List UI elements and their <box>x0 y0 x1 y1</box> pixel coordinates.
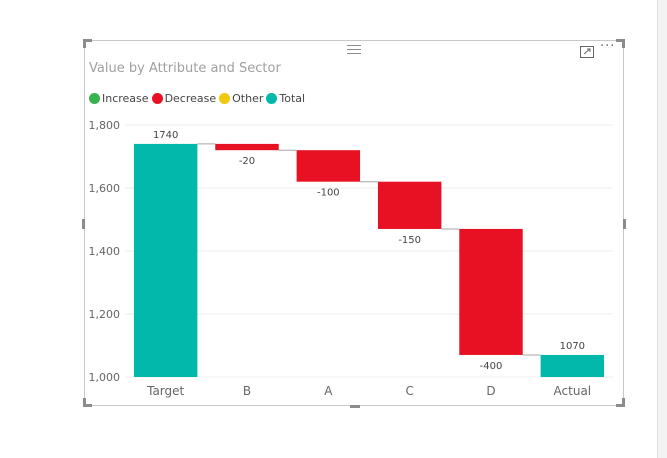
legend: Increase Decrease Other Total <box>89 92 308 105</box>
y-tick-label: 1,200 <box>89 308 121 321</box>
waterfall-visual[interactable]: ··· Value by Attribute and Sector Increa… <box>82 39 626 408</box>
resize-handle-bottom-right[interactable] <box>616 398 625 407</box>
chart-title: Value by Attribute and Sector <box>89 61 281 76</box>
legend-dot-increase <box>89 93 100 104</box>
y-tick-label: 1,600 <box>89 182 121 195</box>
more-options-icon[interactable]: ··· <box>600 39 616 54</box>
drag-grip-icon[interactable] <box>347 45 361 54</box>
y-tick-label: 1,000 <box>89 371 121 384</box>
bar-d[interactable] <box>459 228 523 355</box>
legend-label-increase: Increase <box>102 92 149 105</box>
y-tick-label: 1,800 <box>89 119 121 132</box>
x-tick-label-d: D <box>486 384 495 398</box>
legend-dot-total <box>266 93 278 104</box>
data-label-a: -100 <box>317 188 340 199</box>
right-panel-edge <box>657 0 667 458</box>
legend-label-decrease: Decrease <box>164 92 217 105</box>
resize-handle-top-right[interactable] <box>616 39 625 48</box>
resize-handle-left[interactable] <box>82 219 85 229</box>
bar-b[interactable] <box>215 143 279 151</box>
resize-handle-top-left[interactable] <box>83 39 92 48</box>
legend-dot-other <box>219 93 231 104</box>
x-tick-label-a: A <box>324 384 333 398</box>
bar-a[interactable] <box>296 150 361 182</box>
waterfall-chart: 1,000 1,200 1,400 1,600 1,800 1740 Target -20 B -… <box>89 119 613 398</box>
resize-handle-bottom-left[interactable] <box>83 398 92 407</box>
x-tick-label-c: C <box>405 384 413 398</box>
data-label-actual: 1070 <box>560 341 585 352</box>
legend-item-total[interactable]: Total <box>266 92 305 105</box>
bar-c[interactable] <box>377 181 442 229</box>
x-tick-label-actual: Actual <box>554 384 592 398</box>
data-label-target: 1740 <box>153 130 178 141</box>
legend-label-other: Other <box>232 92 264 105</box>
legend-label-total: Total <box>279 92 306 105</box>
legend-item-decrease[interactable]: Decrease <box>151 92 217 105</box>
bar-target[interactable] <box>133 143 198 377</box>
data-label-d: -400 <box>480 361 503 372</box>
bar-actual[interactable] <box>540 354 605 377</box>
legend-item-increase[interactable]: Increase <box>89 92 149 105</box>
data-label-b: -20 <box>239 156 255 167</box>
resize-handle-right[interactable] <box>623 219 626 229</box>
y-tick-label: 1,400 <box>89 245 121 258</box>
legend-item-other[interactable]: Other <box>219 92 263 105</box>
legend-dot-decrease <box>151 93 163 104</box>
x-tick-label-b: B <box>243 384 251 398</box>
resize-handle-bottom[interactable] <box>350 405 360 408</box>
data-label-c: -150 <box>398 235 421 246</box>
focus-mode-icon[interactable] <box>580 43 594 58</box>
x-tick-label-target: Target <box>146 384 184 398</box>
